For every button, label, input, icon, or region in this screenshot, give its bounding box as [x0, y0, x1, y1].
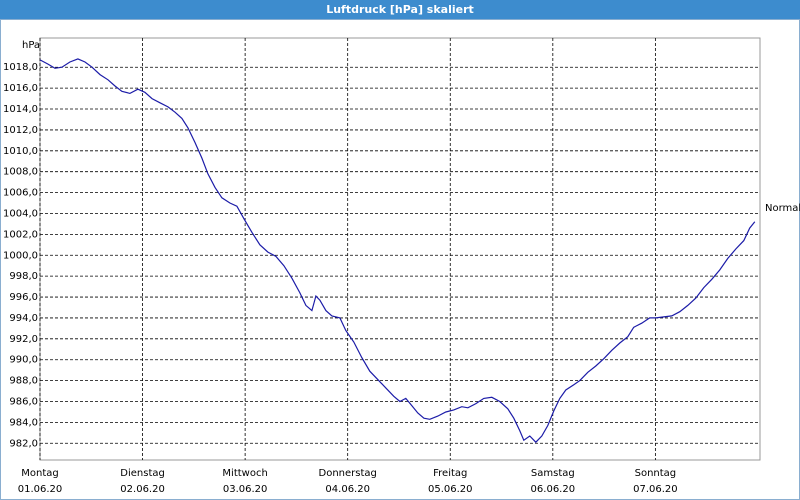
y-tick-label: 1014,0 — [3, 104, 38, 115]
x-tick-date: 06.06.20 — [531, 484, 576, 495]
y-axis-label: hPa — [22, 40, 40, 51]
y-tick-label: 994,0 — [9, 313, 38, 324]
x-tick-date: 02.06.20 — [120, 484, 165, 495]
y-tick-label: 1008,0 — [3, 167, 38, 178]
y-tick-label: 984,0 — [9, 417, 38, 428]
y-tick-label: 1010,0 — [3, 146, 38, 157]
y-tick-label: 990,0 — [9, 355, 38, 366]
x-tick-label: Montag — [21, 468, 58, 479]
y-tick-label: 986,0 — [9, 397, 38, 408]
y-tick-label: 1004,0 — [3, 208, 38, 219]
y-tick-label: 1006,0 — [3, 188, 38, 199]
x-tick-date: 05.06.20 — [428, 484, 473, 495]
title-bar — [0, 0, 800, 19]
y-tick-label: 998,0 — [9, 271, 38, 282]
annotation: Normal — [765, 203, 800, 214]
x-tick-date: 07.06.20 — [633, 484, 678, 495]
y-tick-label: 1016,0 — [3, 83, 38, 94]
x-tick-label: Samstag — [531, 468, 575, 479]
x-tick-label: Dienstag — [120, 468, 165, 479]
x-tick-label: Sonntag — [635, 468, 677, 479]
y-tick-label: 1000,0 — [3, 250, 38, 261]
x-tick-date: 04.06.20 — [325, 484, 370, 495]
data-line — [39, 58, 756, 444]
x-tick-date: 01.06.20 — [18, 484, 63, 495]
y-tick-label: 996,0 — [9, 292, 38, 303]
y-tick-label: 982,0 — [9, 438, 38, 449]
x-tick-label: Mittwoch — [222, 468, 267, 479]
y-tick-label: 1002,0 — [3, 229, 38, 240]
y-tick-label: 1012,0 — [3, 125, 38, 136]
y-tick-label: 992,0 — [9, 334, 38, 345]
x-tick-label: Freitag — [433, 468, 467, 479]
chart-title: Luftdruck [hPa] skaliert — [326, 3, 474, 16]
y-tick-label: 988,0 — [9, 376, 38, 387]
y-tick-label: 1018,0 — [3, 62, 38, 73]
x-tick-date: 03.06.20 — [223, 484, 268, 495]
x-tick-label: Donnerstag — [319, 468, 377, 479]
